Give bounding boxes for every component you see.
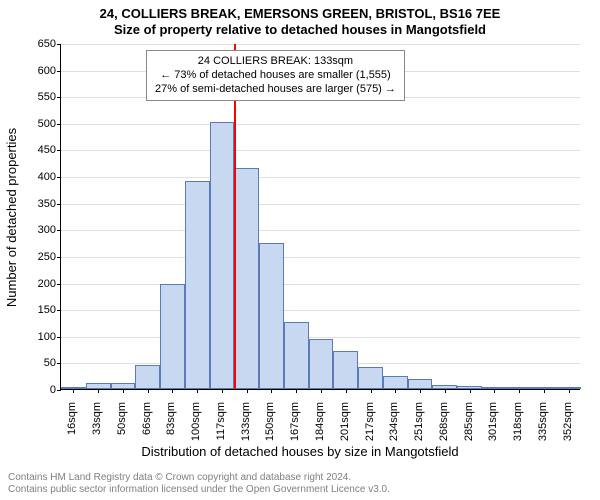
gridline [61, 124, 580, 125]
attribution-text: Contains HM Land Registry data © Crown c… [8, 472, 390, 496]
x-tick-mark [470, 389, 471, 393]
chart-container: 24, COLLIERS BREAK, EMERSONS GREEN, BRIS… [0, 0, 600, 500]
histogram-bar [408, 379, 433, 389]
x-tick-mark [395, 389, 396, 393]
x-tick-mark [172, 389, 173, 393]
chart-title-line1: 24, COLLIERS BREAK, EMERSONS GREEN, BRIS… [0, 0, 600, 22]
gridline [61, 177, 580, 178]
histogram-bar [259, 243, 284, 389]
y-tick-label: 250 [16, 251, 56, 263]
info-box: 24 COLLIERS BREAK: 133sqm← 73% of detach… [146, 50, 405, 101]
gridline [61, 44, 580, 45]
y-tick-mark [57, 44, 61, 45]
x-tick-mark [346, 389, 347, 393]
y-tick-label: 550 [16, 91, 56, 103]
x-axis-label: Distribution of detached houses by size … [0, 444, 600, 459]
histogram-bar [185, 181, 210, 389]
histogram-bar [383, 376, 408, 389]
info-box-line2: ← 73% of detached houses are smaller (1,… [155, 69, 396, 83]
x-tick-mark [371, 389, 372, 393]
y-tick-mark [57, 150, 61, 151]
y-tick-label: 50 [16, 357, 56, 369]
y-tick-label: 600 [16, 65, 56, 77]
y-tick-label: 150 [16, 304, 56, 316]
histogram-bar [234, 168, 259, 389]
y-tick-label: 300 [16, 224, 56, 236]
x-tick-mark [321, 389, 322, 393]
gridline [61, 150, 580, 151]
x-tick-mark [494, 389, 495, 393]
gridline [61, 310, 580, 311]
x-tick-mark [296, 389, 297, 393]
y-tick-mark [57, 124, 61, 125]
y-tick-label: 350 [16, 198, 56, 210]
x-tick-mark [420, 389, 421, 393]
y-tick-label: 100 [16, 331, 56, 343]
histogram-bar [160, 284, 185, 389]
y-tick-mark [57, 71, 61, 72]
plot-area: 24 COLLIERS BREAK: 133sqm← 73% of detach… [60, 44, 580, 390]
x-tick-mark [445, 389, 446, 393]
info-box-line3: 27% of semi-detached houses are larger (… [155, 83, 396, 97]
gridline [61, 337, 580, 338]
y-tick-mark [57, 363, 61, 364]
histogram-bar [309, 339, 334, 389]
y-tick-mark [57, 284, 61, 285]
attribution-line1: Contains HM Land Registry data © Crown c… [8, 472, 390, 484]
y-tick-mark [57, 337, 61, 338]
y-tick-label: 400 [16, 171, 56, 183]
chart-title-line2: Size of property relative to detached ho… [0, 22, 600, 42]
x-tick-mark [98, 389, 99, 393]
histogram-bar [333, 351, 358, 389]
y-tick-mark [57, 390, 61, 391]
gridline [61, 284, 580, 285]
y-tick-label: 500 [16, 118, 56, 130]
x-tick-mark [544, 389, 545, 393]
info-box-line1: 24 COLLIERS BREAK: 133sqm [155, 55, 396, 69]
y-tick-label: 0 [16, 384, 56, 396]
x-tick-mark [73, 389, 74, 393]
y-tick-mark [57, 230, 61, 231]
gridline [61, 204, 580, 205]
gridline [61, 230, 580, 231]
y-tick-mark [57, 97, 61, 98]
y-tick-label: 450 [16, 144, 56, 156]
x-tick-mark [519, 389, 520, 393]
x-tick-mark [197, 389, 198, 393]
y-tick-mark [57, 204, 61, 205]
histogram-bar [210, 122, 235, 389]
x-tick-mark [148, 389, 149, 393]
y-tick-mark [57, 310, 61, 311]
x-tick-mark [569, 389, 570, 393]
x-tick-mark [247, 389, 248, 393]
histogram-bar [135, 365, 160, 389]
histogram-bar [284, 322, 309, 389]
attribution-line2: Contains public sector information licen… [8, 484, 390, 496]
x-tick-mark [222, 389, 223, 393]
y-tick-mark [57, 177, 61, 178]
histogram-bar [358, 367, 383, 389]
x-tick-mark [271, 389, 272, 393]
y-tick-label: 650 [16, 38, 56, 50]
gridline [61, 257, 580, 258]
y-tick-mark [57, 257, 61, 258]
x-tick-mark [123, 389, 124, 393]
y-tick-label: 200 [16, 278, 56, 290]
